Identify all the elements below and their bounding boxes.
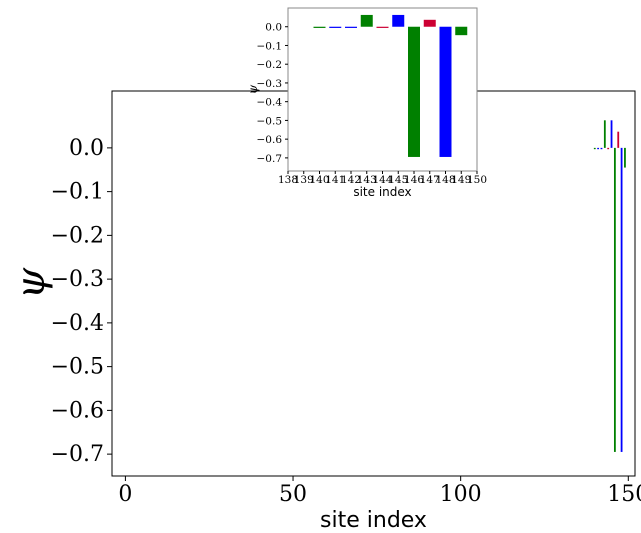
- inset-bar-140: [313, 26, 326, 28]
- inset-x-tick-label: 139: [294, 174, 314, 186]
- inset-bar-146: [408, 26, 420, 157]
- main-bar-141: [597, 147, 600, 150]
- main-y-tick-label: −0.5: [51, 355, 104, 380]
- main-chart: 0 50 100 150 0.0 −0.1 −0.2 −0.3 −0.4 −0.5 −0.6 −0.7…: [8, 90, 641, 533]
- main-bar-143: [603, 120, 606, 148]
- main-bar-149: [624, 147, 626, 168]
- inset-x-tick-label: 147: [420, 174, 440, 186]
- main-y-tick-label: −0.1: [51, 180, 104, 205]
- main-x-tick-label: 50: [279, 482, 307, 507]
- inset-x-tick-label: 143: [357, 174, 377, 186]
- inset-x-tick-label: 148: [435, 174, 455, 186]
- inset-x-tick-label: 146: [404, 174, 424, 186]
- inset-y-tick-label: −0.7: [257, 153, 283, 165]
- main-bar-140: [593, 147, 596, 150]
- main-y-tick-label: −0.7: [51, 442, 104, 467]
- main-y-axis-label: ψ: [8, 267, 54, 299]
- inset-x-tick-label: 145: [388, 174, 408, 186]
- main-x-axis-label: site index: [320, 508, 427, 533]
- inset-x-tick-label: 150: [467, 174, 487, 186]
- inset-bar-148: [439, 26, 452, 157]
- inset-y-axis-label: ψ: [246, 84, 260, 94]
- main-y-tick-label: −0.4: [51, 311, 104, 336]
- inset-bar-145: [392, 14, 405, 27]
- inset-bar-147: [423, 19, 436, 27]
- inset-bar-143: [360, 14, 373, 27]
- inset-bar-142: [345, 26, 357, 28]
- inset-bar-149: [455, 26, 468, 36]
- inset-y-tick-label: −0.5: [257, 115, 283, 127]
- inset-x-tick-label: 142: [341, 174, 361, 186]
- inset-bar-144: [376, 26, 389, 28]
- main-bar-146: [613, 147, 616, 452]
- inset-y-tick-label: −0.1: [257, 40, 283, 52]
- main-bar-147: [617, 131, 620, 148]
- main-x-tick-label: 100: [440, 482, 482, 507]
- inset-x-tick-label: 149: [451, 174, 471, 186]
- main-y-tick-label: 0.0: [69, 136, 104, 161]
- inset-y-tick-label: −0.6: [257, 134, 283, 146]
- inset-x-tick-label: 138: [278, 174, 298, 186]
- main-y-tick-label: −0.6: [51, 398, 104, 423]
- inset-y-tick-label: −0.2: [257, 59, 283, 71]
- inset-x-tick-label: 140: [309, 174, 329, 186]
- main-bar-144: [607, 147, 610, 150]
- main-bar-142: [600, 147, 603, 150]
- inset-y-tick-label: −0.3: [257, 78, 283, 90]
- inset-x-axis-label: site index: [353, 185, 411, 199]
- inset-x-tick-label: 144: [372, 174, 392, 186]
- inset-x-tick-label: 141: [325, 174, 345, 186]
- main-x-tick-label: 150: [607, 482, 641, 507]
- inset-y-tick-label: −0.4: [257, 97, 283, 109]
- main-bar-145: [610, 120, 613, 148]
- main-y-tick-label: −0.3: [51, 267, 104, 292]
- inset-bar-141: [329, 26, 342, 28]
- inset-y-tick-label: 0.0: [265, 22, 282, 34]
- main-x-tick-label: 0: [118, 482, 132, 507]
- main-y-tick-label: −0.2: [51, 223, 104, 248]
- main-bar-148: [620, 147, 623, 452]
